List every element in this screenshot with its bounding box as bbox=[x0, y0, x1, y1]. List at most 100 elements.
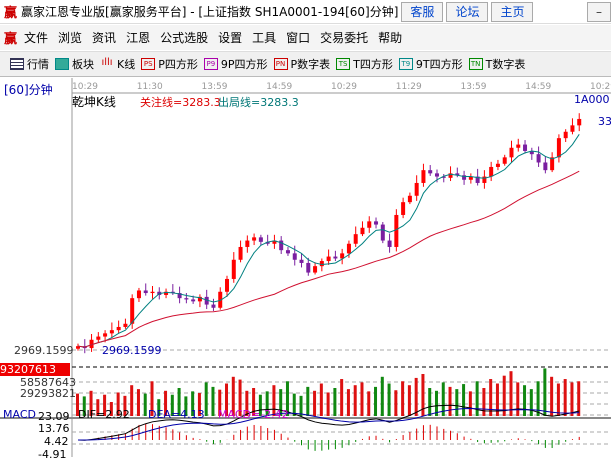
volume-bar bbox=[103, 394, 107, 416]
time-label: 13:59 bbox=[461, 82, 487, 92]
volume-bar bbox=[536, 381, 540, 416]
t9-icon: T9 bbox=[398, 58, 413, 70]
candle-up bbox=[421, 170, 426, 183]
ma-short-line bbox=[77, 134, 580, 348]
candle-up bbox=[353, 234, 358, 244]
chart-area[interactable]: 10:29 11:30 13:59 14:59 10:29 11:29 13:59 14:59… bbox=[0, 78, 611, 461]
volume-low-label: 29293821 bbox=[20, 387, 76, 400]
candle-up bbox=[326, 256, 331, 262]
toolbar-sectors[interactable]: 板块 bbox=[55, 56, 94, 72]
toolbar-9t-square[interactable]: T9 9T四方形 bbox=[398, 56, 463, 72]
volume-bar bbox=[285, 381, 289, 416]
candle-up bbox=[516, 144, 521, 148]
menu-file[interactable]: 文件 bbox=[24, 31, 49, 45]
candle-up bbox=[109, 330, 114, 334]
toolbar-t-square[interactable]: TS T四方形 bbox=[336, 56, 393, 72]
volume-bar bbox=[428, 388, 432, 416]
candle-down bbox=[143, 290, 148, 294]
macd-tick: -4.91 bbox=[38, 448, 67, 461]
candle-up bbox=[367, 221, 372, 228]
menu-info[interactable]: 资讯 bbox=[92, 31, 117, 45]
volume-bar bbox=[299, 395, 303, 416]
candle-down bbox=[299, 259, 304, 263]
volume-bar bbox=[374, 386, 378, 416]
candle-up bbox=[360, 227, 365, 235]
toolbar-t-table[interactable]: TN T数字表 bbox=[468, 56, 525, 72]
volume-bar bbox=[238, 379, 242, 416]
volume-bar bbox=[577, 381, 581, 416]
tn-icon: TN bbox=[468, 58, 483, 70]
toolbar-9p-square[interactable]: P9 9P四方形 bbox=[203, 56, 268, 72]
volume-bar bbox=[164, 390, 168, 416]
volume-bar bbox=[252, 388, 256, 416]
low-price-axis: 2969.1599 bbox=[14, 344, 74, 357]
candle-up bbox=[164, 291, 169, 295]
menu-tools[interactable]: 工具 bbox=[252, 31, 277, 45]
candle-up bbox=[89, 339, 94, 349]
volume-bar bbox=[516, 382, 520, 416]
menu-trade[interactable]: 交易委托 bbox=[320, 31, 369, 45]
volume-bar bbox=[319, 383, 323, 416]
volume-bar bbox=[136, 389, 140, 416]
volume-bar bbox=[434, 390, 438, 416]
menu-formula[interactable]: 公式选股 bbox=[160, 31, 209, 45]
candle-up bbox=[495, 163, 500, 167]
volume-bar bbox=[245, 390, 249, 416]
candle-down bbox=[475, 176, 480, 183]
kline-chart[interactable]: 10:29 11:30 13:59 14:59 10:29 11:29 13:59 14:59… bbox=[0, 78, 611, 457]
candle-down bbox=[428, 170, 433, 174]
candle-down bbox=[258, 237, 263, 242]
volume-bar bbox=[157, 399, 161, 416]
candle-up bbox=[482, 176, 487, 183]
toolbar-p-square[interactable]: PS P四方形 bbox=[141, 56, 198, 72]
menu-help[interactable]: 帮助 bbox=[378, 31, 403, 45]
candle-down bbox=[170, 291, 175, 294]
macd-value: MACD=-2.42 bbox=[218, 408, 289, 421]
toolbar-quotes[interactable]: 行情 bbox=[10, 56, 49, 72]
volume-bar bbox=[306, 386, 310, 416]
volume-bar bbox=[292, 393, 296, 416]
volume-bar bbox=[529, 389, 533, 416]
volume-bar bbox=[401, 381, 405, 416]
candle-up bbox=[136, 290, 141, 299]
menu-gann[interactable]: 江恩 bbox=[126, 31, 151, 45]
volume-bar bbox=[448, 386, 452, 416]
service-button[interactable]: 客服 bbox=[401, 1, 444, 22]
volume-bar bbox=[346, 389, 350, 416]
toolbar-kline[interactable]: ıllı K线 bbox=[101, 57, 136, 72]
low-price-annotation: 2969.1599 bbox=[102, 344, 162, 357]
menu-window[interactable]: 窗口 bbox=[286, 31, 311, 45]
volume-bar bbox=[380, 376, 384, 416]
volume-bar bbox=[184, 396, 188, 416]
volume-bar bbox=[225, 383, 229, 416]
menu-logo-icon: 赢 bbox=[4, 32, 18, 47]
volume-bar bbox=[89, 390, 93, 416]
minimize-button[interactable]: – bbox=[587, 1, 611, 22]
candle-up bbox=[570, 125, 575, 132]
time-label: 14:59 bbox=[525, 82, 551, 92]
candle-up bbox=[489, 166, 494, 177]
volume-bar bbox=[170, 394, 174, 416]
menu-browse[interactable]: 浏览 bbox=[58, 31, 83, 45]
candles-icon: ıllı bbox=[101, 57, 113, 68]
indicator-name: 乾坤K线 bbox=[72, 95, 116, 109]
volume-bar bbox=[333, 388, 337, 416]
ps-icon: PS bbox=[141, 58, 156, 70]
volume-bar bbox=[279, 389, 283, 416]
window-title: 赢家江恩专业版[赢家服务平台] - [上证指数 SH1A0001-194[60]… bbox=[21, 5, 399, 19]
volume-bar bbox=[177, 388, 181, 416]
candle-down bbox=[380, 224, 385, 241]
candle-up bbox=[245, 240, 250, 247]
candle-up bbox=[225, 278, 230, 292]
volume-bar bbox=[96, 399, 100, 416]
forum-button[interactable]: 论坛 bbox=[446, 1, 489, 22]
home-button[interactable]: 主页 bbox=[491, 1, 534, 22]
period-label: [60]分钟 bbox=[4, 83, 53, 97]
candle-up bbox=[103, 333, 108, 337]
toolbar-p-table[interactable]: PN P数字表 bbox=[273, 56, 330, 72]
volume-bar bbox=[109, 402, 113, 416]
candle-up bbox=[394, 214, 399, 247]
menu-settings[interactable]: 设置 bbox=[218, 31, 243, 45]
volume-bar bbox=[191, 391, 195, 416]
time-label: 14:59 bbox=[266, 82, 292, 92]
